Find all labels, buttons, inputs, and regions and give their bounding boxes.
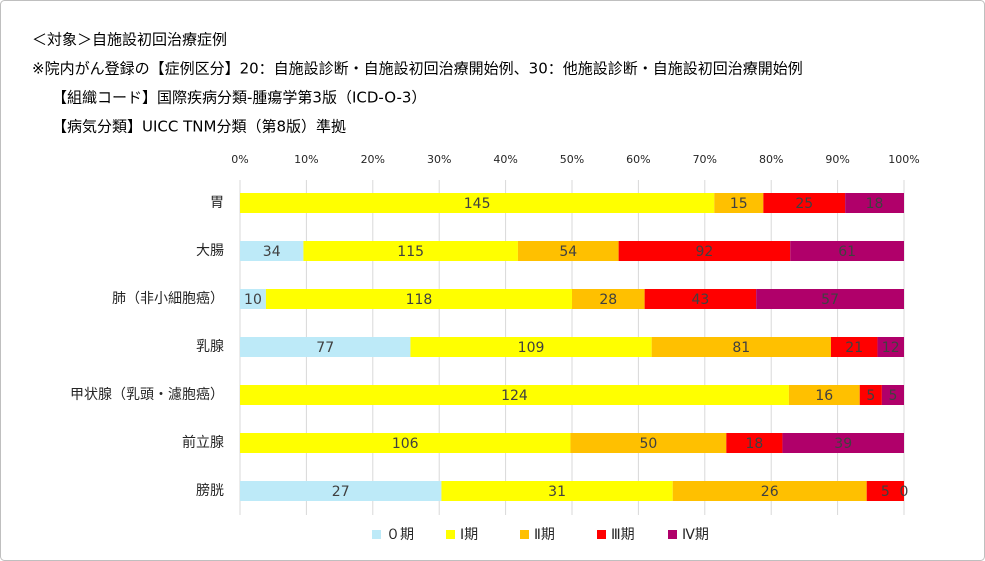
value-label: 43 xyxy=(691,292,709,308)
category-label: 大腸 xyxy=(196,243,224,259)
bar-segment xyxy=(618,241,791,261)
legend-swatch xyxy=(668,530,677,539)
value-label: 5 xyxy=(881,484,890,500)
value-label: 25 xyxy=(795,196,813,212)
bar-segment xyxy=(788,385,860,405)
bar-segment xyxy=(877,337,904,357)
bar-segment xyxy=(714,193,764,213)
x-tick-label: 70% xyxy=(693,153,717,166)
bar-segment xyxy=(410,337,652,357)
bar-segment xyxy=(240,337,411,357)
bar-segment xyxy=(240,241,304,261)
x-tick-label: 80% xyxy=(759,153,783,166)
legend-label: ０期 xyxy=(386,527,414,543)
bar-segment xyxy=(240,385,789,405)
value-label: 34 xyxy=(263,244,281,260)
legend-swatch xyxy=(520,530,529,539)
value-label: 92 xyxy=(696,244,714,260)
bar-segment xyxy=(866,481,904,501)
value-label: 21 xyxy=(845,340,863,356)
category-label: 膀胱 xyxy=(196,482,224,499)
bar-segment xyxy=(830,337,878,357)
x-tick-label: 100% xyxy=(888,153,919,166)
legend-label: Ⅱ期 xyxy=(534,527,555,543)
bar-segment xyxy=(782,433,904,453)
value-label: 27 xyxy=(332,484,350,500)
legend-swatch xyxy=(372,530,381,539)
bar-segment xyxy=(651,337,831,357)
value-label: 12 xyxy=(882,340,900,356)
bar-segment xyxy=(756,289,904,309)
bar-segment xyxy=(572,289,645,309)
x-tick-label: 90% xyxy=(825,153,849,166)
value-label: 10 xyxy=(244,292,262,308)
legend-swatch xyxy=(446,530,455,539)
value-label: 109 xyxy=(518,340,545,356)
category-label: 肺（非小細胞癌） xyxy=(112,291,224,307)
value-label: 5 xyxy=(888,388,897,404)
value-label: 18 xyxy=(866,196,884,212)
bar-segment xyxy=(240,289,266,309)
value-label: 31 xyxy=(548,484,566,500)
bar-segment xyxy=(859,385,882,405)
value-label: 81 xyxy=(732,340,750,356)
header-line: 【組織コード】国際疾病分類-腫瘍学第3版（ICD-O-3） xyxy=(52,89,426,107)
value-label: 5 xyxy=(866,388,875,404)
bar-segment xyxy=(265,289,572,309)
bar-segment xyxy=(845,193,904,213)
bar-segment xyxy=(441,481,673,501)
bar-segment xyxy=(644,289,757,309)
x-tick-label: 20% xyxy=(361,153,385,166)
bar-segment xyxy=(517,241,619,261)
category-label: 胃 xyxy=(210,195,224,211)
value-label: 16 xyxy=(815,388,833,404)
x-tick-label: 10% xyxy=(294,153,318,166)
value-label: 0 xyxy=(900,484,909,500)
value-label: 18 xyxy=(745,436,763,452)
x-tick-label: 40% xyxy=(493,153,517,166)
bar-segment xyxy=(240,193,715,213)
value-label: 124 xyxy=(501,388,528,404)
bar-segment xyxy=(881,385,904,405)
value-label: 77 xyxy=(316,340,334,356)
value-label: 145 xyxy=(464,196,491,212)
bar-segment xyxy=(726,433,783,453)
bar-segment xyxy=(763,193,846,213)
x-tick-label: 0% xyxy=(231,153,248,166)
value-label: 28 xyxy=(599,292,617,308)
legend-label: Ⅳ期 xyxy=(682,527,709,543)
value-label: 57 xyxy=(821,292,839,308)
x-tick-label: 30% xyxy=(427,153,451,166)
value-label: 106 xyxy=(392,436,419,452)
value-label: 26 xyxy=(761,484,779,500)
legend-label: Ⅲ期 xyxy=(611,527,635,543)
x-tick-label: 60% xyxy=(626,153,650,166)
x-tick-label: 50% xyxy=(560,153,584,166)
value-label: 118 xyxy=(406,292,433,308)
header-line: ＜対象＞自施設初回治療症例 xyxy=(32,31,227,49)
bar-segment xyxy=(672,481,867,501)
value-label: 39 xyxy=(834,436,852,452)
category-label: 甲状腺（乳頭・濾胞癌） xyxy=(70,387,224,403)
bar-segment xyxy=(570,433,727,453)
header-line: ※院内がん登録の【症例区分】20：自施設診断・自施設初回治療開始例、30：他施設… xyxy=(32,60,803,78)
header-line: 【病気分類】UICC TNM分類（第8版）準拠 xyxy=(52,118,346,136)
category-label: 前立腺 xyxy=(182,434,224,451)
bar-segment xyxy=(240,433,571,453)
bar-segment xyxy=(790,241,904,261)
value-label: 50 xyxy=(639,436,657,452)
bar-segment xyxy=(240,481,442,501)
bar-segment xyxy=(303,241,518,261)
value-label: 54 xyxy=(559,244,577,260)
category-label: 乳腺 xyxy=(196,339,224,355)
value-label: 115 xyxy=(397,244,424,260)
legend-swatch xyxy=(597,530,606,539)
legend-label: Ⅰ期 xyxy=(460,527,478,543)
value-label: 61 xyxy=(838,244,856,260)
value-label: 15 xyxy=(730,196,748,212)
